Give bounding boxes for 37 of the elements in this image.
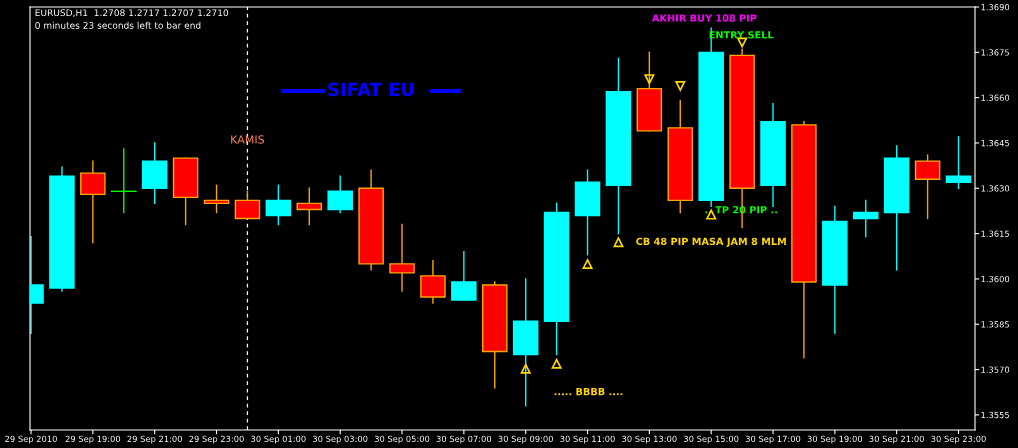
y-tick-label: 1.3645 <box>981 139 1009 147</box>
annotation: EURUSD,H1 1.2708 1.2717 1.2707 1.2710 <box>35 9 229 18</box>
x-tick-label: 29 Sep 21:00 <box>127 435 182 444</box>
x-tick-label: 30 Sep 15:00 <box>684 435 739 444</box>
y-tick-label: 1.3585 <box>981 321 1009 328</box>
x-tick-label: 30 Sep 17:00 <box>745 435 801 444</box>
annotation: ..... BBBB .... <box>554 388 623 396</box>
x-tick-label: 30 Sep 11:00 <box>560 435 615 444</box>
candlestick <box>853 199 879 238</box>
x-tick-label: 30 Sep 01:00 <box>251 435 306 444</box>
candlestick <box>203 184 230 214</box>
y-tick-label: 1.3675 <box>981 49 1009 56</box>
annotation: AKHIR BUY 108 PIP <box>652 14 757 22</box>
candlestick <box>945 136 972 189</box>
y-tick-label: 1.3690 <box>981 3 1010 11</box>
x-tick-label: 30 Sep 21:00 <box>869 435 924 444</box>
annotation: 0 minutes 23 seconds left to bar end <box>35 21 201 29</box>
x-tick-label: 30 Sep 13:00 <box>622 435 677 444</box>
y-tick-label: 1.3600 <box>981 275 1010 283</box>
annotation: KAMIS <box>231 135 265 144</box>
y-tick-label: 1.3555 <box>981 411 1009 419</box>
annotation: CB 48 PIP MASA JAM 8 MLM <box>636 237 786 247</box>
candlestick <box>111 148 137 214</box>
y-tick-label: 1.3630 <box>981 185 1010 192</box>
x-tick-label: 30 Sep 19:00 <box>807 435 863 444</box>
x-tick-label: 30 Sep 07:00 <box>436 435 492 444</box>
x-tick-label: 30 Sep 03:00 <box>313 435 368 444</box>
x-tick-label: 30 Sep 23:00 <box>931 435 986 444</box>
y-tick-label: 1.3615 <box>981 230 1009 237</box>
y-tick-label: 1.3660 <box>981 94 1010 101</box>
y-tick-label: 1.3570 <box>981 366 1010 373</box>
x-tick-label: 29 Sep 2010 <box>5 435 57 444</box>
x-tick-label: 30 Sep 05:00 <box>374 435 430 444</box>
x-tick-label: 29 Sep 19:00 <box>65 435 121 444</box>
x-tick-label: 29 Sep 23:00 <box>189 435 244 444</box>
annotation: SIFAT EU <box>328 82 414 97</box>
x-tick-label: 30 Sep 09:00 <box>498 435 553 444</box>
